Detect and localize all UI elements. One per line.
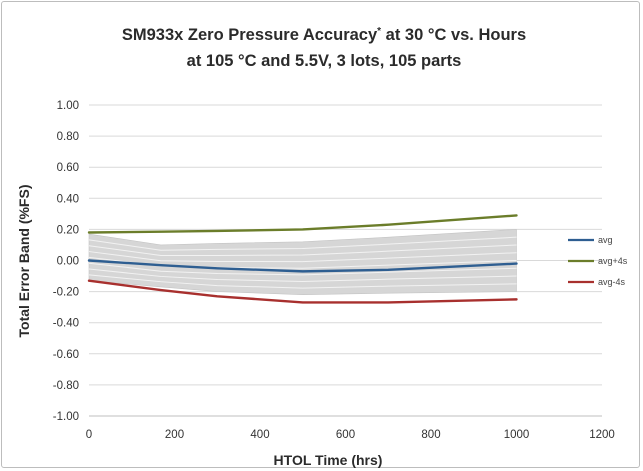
part-trace — [88, 251, 517, 263]
x-tick-label: 600 — [336, 429, 355, 441]
y-tick-label: -0.20 — [53, 287, 79, 299]
part-trace — [88, 274, 517, 289]
series-lines — [87, 214, 518, 304]
x-tick-label: 1200 — [589, 429, 615, 441]
x-axis-title: HTOL Time (hrs) — [274, 452, 383, 468]
x-tick-label: 200 — [165, 429, 184, 441]
y-tick-label: -0.40 — [53, 318, 79, 330]
y-tick-label: 0.40 — [57, 193, 79, 205]
x-axis-ticks: 0 200 400 600 800 1000 1200 — [86, 429, 615, 441]
y-axis-title: Total Error Band (%FS) — [16, 185, 32, 338]
y-tick-label: 0.60 — [57, 162, 79, 174]
y-tick-label: -1.00 — [53, 411, 79, 423]
part-trace — [88, 268, 517, 282]
part-trace — [88, 236, 517, 251]
series-line-avg — [87, 259, 518, 273]
x-tick-label: 1000 — [504, 429, 530, 441]
y-tick-label: -0.60 — [53, 349, 79, 361]
part-trace — [88, 262, 517, 276]
y-tick-label: 0.80 — [57, 131, 79, 143]
series-line-avg-4s — [87, 279, 518, 304]
y-axis-ticks: 1.00 0.80 0.60 0.40 0.20 0.00 -0.20 -0.40 -0.60 -… — [53, 100, 79, 423]
y-tick-label: 0.00 — [57, 256, 79, 268]
legend-label-avg: avg — [598, 235, 613, 245]
y-tick-label: 1.00 — [57, 100, 79, 112]
x-tick-label: 800 — [421, 429, 440, 441]
y-tick-label: 0.20 — [57, 224, 79, 236]
x-tick-label: 0 — [86, 429, 92, 441]
parts-band — [88, 229, 517, 296]
y-tick-label: -0.80 — [53, 380, 79, 392]
legend: avg avg+4s avg-4s — [568, 235, 628, 287]
legend-label-avg+4s: avg+4s — [598, 256, 628, 266]
x-tick-label: 400 — [250, 429, 269, 441]
chart-title-line2: at 105 °C and 5.5V, 3 lots, 105 parts — [187, 52, 462, 70]
legend-label-avg-4s: avg-4s — [598, 277, 626, 287]
chart-title-line1: SM933x Zero Pressure Accuracy* at 30 °C … — [122, 26, 526, 44]
series-line-avg+4s — [87, 214, 518, 234]
part-trace — [88, 244, 517, 256]
